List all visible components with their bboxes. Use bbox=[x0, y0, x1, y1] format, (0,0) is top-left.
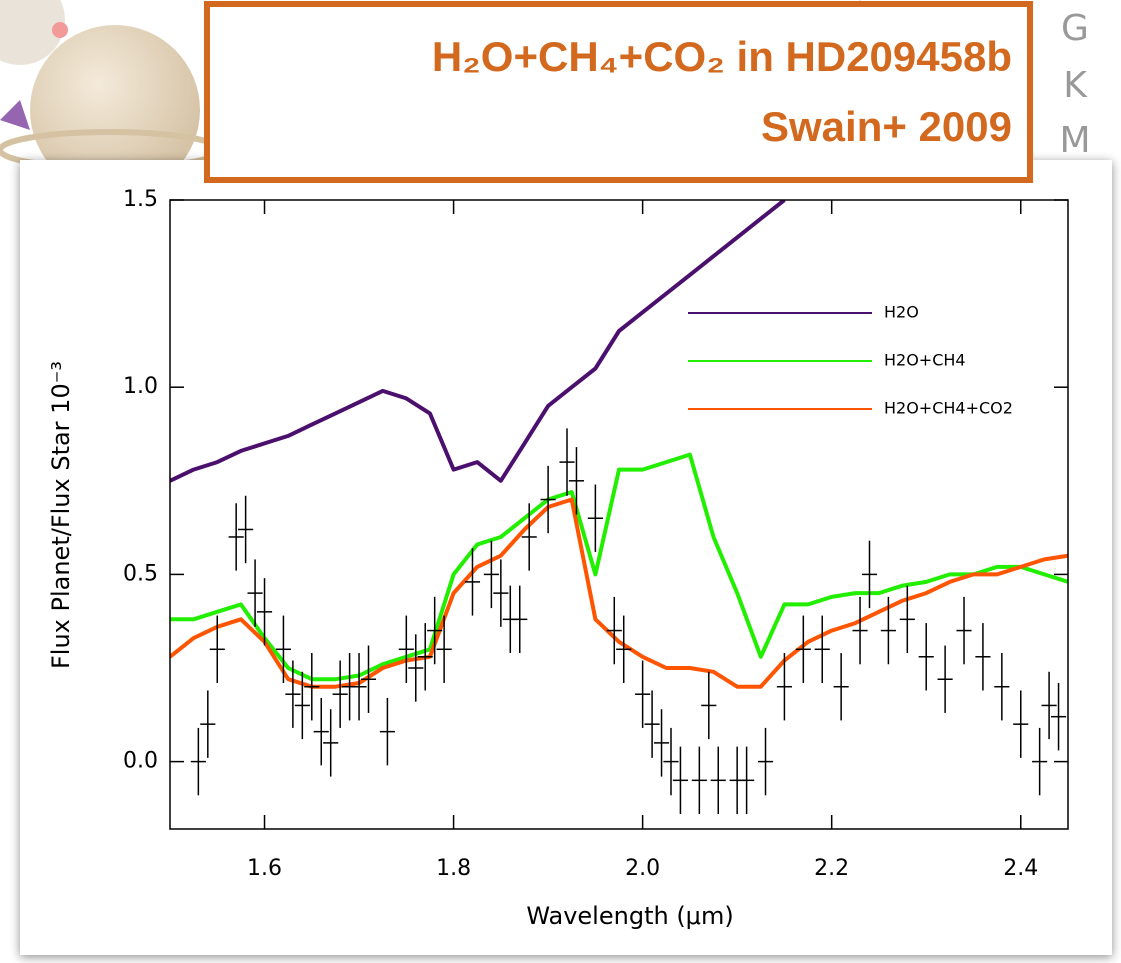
series-line bbox=[170, 452, 1068, 682]
x-tick-label: 2.2 bbox=[814, 856, 849, 881]
series-line bbox=[170, 497, 1068, 689]
slide-labels: G K M bbox=[1059, 8, 1090, 161]
chart-title: H₂O+CH₄+CO₂ in HD209458b bbox=[432, 33, 1012, 80]
x-tick-label: 2.0 bbox=[625, 856, 660, 881]
y-tick-label: 0.0 bbox=[123, 749, 158, 774]
x-tick-label: 1.8 bbox=[436, 856, 471, 881]
x-tick-label: 2.4 bbox=[1003, 856, 1038, 881]
x-tick-label: 1.6 bbox=[247, 856, 282, 881]
legend-label: H2O bbox=[884, 303, 919, 322]
chart-panel bbox=[20, 160, 1112, 955]
y-axis-label: Flux Planet/Flux Star 10⁻³ bbox=[47, 361, 75, 669]
spectral-class: M bbox=[1059, 120, 1090, 161]
planet bbox=[0, 0, 65, 65]
title-box bbox=[204, 1, 1033, 183]
legend-label: H2O+CH4 bbox=[884, 351, 966, 370]
series-line bbox=[170, 200, 786, 483]
shape bbox=[0, 100, 30, 130]
y-tick-label: 1.5 bbox=[123, 187, 158, 212]
legend-label: H2O+CH4+CO2 bbox=[884, 399, 1013, 418]
spectral-class: K bbox=[1063, 65, 1088, 106]
y-tick-label: 0.5 bbox=[123, 561, 158, 586]
moon bbox=[52, 22, 68, 38]
y-tick-label: 1.0 bbox=[123, 374, 158, 399]
chart-subtitle: Swain+ 2009 bbox=[761, 103, 1012, 150]
plot-frame bbox=[169, 199, 1069, 830]
x-axis-label: Wavelength (μm) bbox=[526, 902, 733, 930]
planet bbox=[30, 25, 200, 195]
spectral-class: G bbox=[1061, 8, 1089, 49]
plot-area: 1.6 1.8 2.0 2.2 2.4 0.0 0.5 1.0 1.5 H2O H2O+CH4 H2O… bbox=[123, 187, 1069, 881]
